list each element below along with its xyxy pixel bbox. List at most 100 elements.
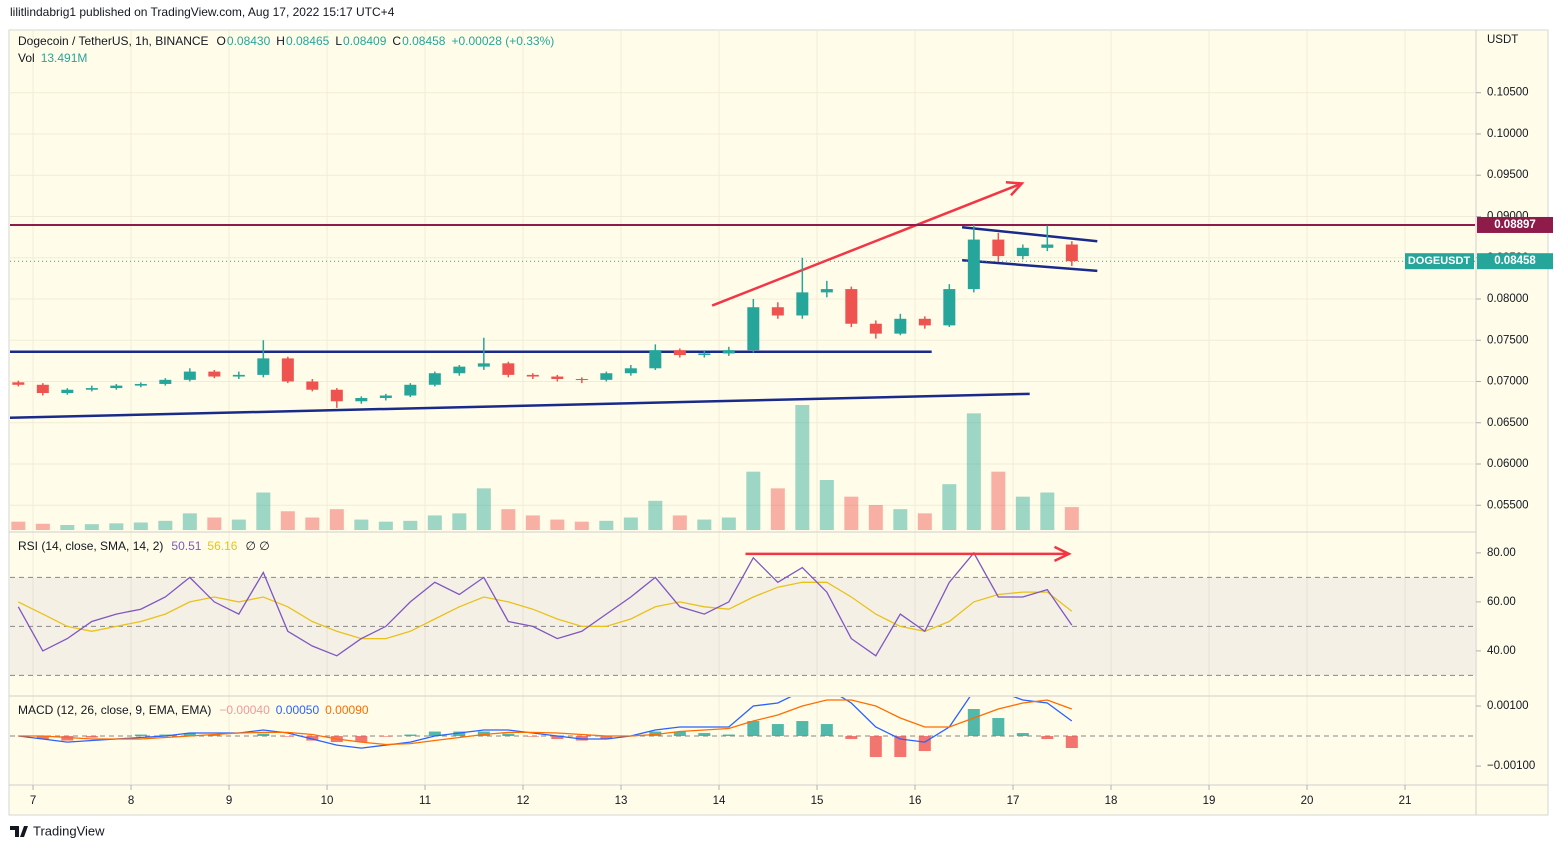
histogram-bar [649, 731, 662, 737]
volume-bar [427, 515, 442, 530]
y-tick-label: 40.00 [1487, 645, 1516, 657]
last-price-box [1477, 253, 1553, 270]
histogram-bar [61, 736, 74, 741]
volume-bar [574, 521, 589, 530]
volume-bar [35, 523, 50, 530]
histogram-bar [85, 736, 98, 738]
candle-body [992, 239, 1005, 257]
candle-body [967, 239, 980, 290]
rsi-sma-value: 56.16 [207, 539, 237, 553]
volume-bar [231, 519, 246, 530]
histogram-bar [771, 724, 784, 737]
candle-body [575, 379, 588, 381]
histogram-bar [894, 736, 907, 758]
candle-body [820, 289, 833, 293]
trend-line [10, 392, 1030, 420]
volume-bar [60, 525, 75, 530]
histogram-bar [918, 736, 931, 752]
x-tick-label: 18 [1105, 795, 1118, 807]
volume-bar [158, 520, 173, 530]
rsi-value: 50.51 [171, 539, 201, 553]
ohlc-value: 0.08409 [343, 34, 387, 48]
x-tick-label: 21 [1399, 795, 1412, 807]
candle-body [624, 368, 637, 374]
histogram-bar [992, 718, 1005, 737]
y-tick-label: 80.00 [1487, 547, 1516, 559]
volume-bar [11, 521, 26, 530]
histogram-bar [306, 736, 319, 741]
candle-body [845, 289, 858, 324]
candle-body [771, 307, 784, 316]
histogram-bar [575, 736, 588, 741]
histogram-bar [967, 709, 980, 737]
volume-bar [770, 488, 785, 530]
volume-bar [1040, 492, 1055, 530]
candle-body [355, 397, 368, 402]
ohlc-value: 0.08458 [402, 34, 446, 48]
volume-bar [623, 517, 638, 530]
y-tick-label: 0.09500 [1487, 169, 1529, 181]
histogram-bar [845, 736, 858, 740]
rsi-extra: ∅ ∅ [245, 539, 269, 553]
histogram-bar [257, 733, 270, 737]
histogram-bar [673, 731, 686, 737]
volume-bar [329, 509, 344, 530]
volume-bar [942, 484, 957, 530]
trend-line [961, 258, 1098, 273]
candle-body [134, 383, 147, 386]
x-tick-label: 13 [615, 795, 628, 807]
ohlc-value: 0.08430 [227, 34, 271, 48]
histogram-bar [159, 734, 172, 737]
macd-line [18, 699, 1073, 746]
volume-bar [672, 515, 687, 530]
histogram-bar [477, 731, 490, 737]
arrow-head [1005, 181, 1025, 197]
candle-body [796, 292, 809, 316]
volume-bar [207, 517, 222, 530]
volume-bar [795, 405, 810, 530]
candle-body [281, 358, 294, 382]
footer-brand: TradingView [33, 823, 105, 838]
publisher-line: lilitlindabrig1 published on TradingView… [10, 5, 395, 19]
histogram-bar [281, 736, 294, 737]
histogram-bar [36, 736, 49, 740]
rsi-pane [10, 545, 1475, 676]
candle-body [722, 350, 735, 354]
histogram-bar [796, 721, 809, 737]
histogram-bar [698, 733, 711, 737]
histogram-bar [379, 736, 392, 737]
volume-bar [991, 471, 1006, 530]
x-tick-label: 9 [226, 795, 232, 807]
volume-bar [501, 509, 516, 530]
candle-body [379, 395, 392, 398]
volume-bar [354, 519, 369, 530]
volume-bar [182, 513, 197, 530]
candle-body [526, 374, 539, 377]
rsi-line [18, 581, 1073, 640]
histogram-bar [355, 736, 368, 743]
y-tick-label: 0.06500 [1487, 417, 1529, 429]
candle-body [673, 350, 686, 356]
candle-body [85, 388, 98, 390]
trend-line [961, 225, 1098, 243]
y-tick-label: 60.00 [1487, 596, 1516, 608]
x-tick-label: 8 [128, 795, 134, 807]
ohlc-value: 0.08465 [286, 34, 330, 48]
x-tick-label: 12 [517, 795, 530, 807]
volume-bar [868, 505, 883, 530]
x-tick-label: 20 [1301, 795, 1314, 807]
volume-bar [133, 522, 148, 530]
candle-body [428, 373, 441, 385]
candle-body [1041, 244, 1054, 248]
histogram-bar [1065, 736, 1078, 749]
axes: 0.05500 0.06000 0.06500 0.07000 0.07500 0.080… [30, 87, 1553, 807]
x-tick-label: 19 [1203, 795, 1216, 807]
y-tick-label: 0.10500 [1487, 87, 1529, 99]
candle-body [453, 366, 466, 374]
y-tick-label: 0.07500 [1487, 334, 1529, 346]
volume-bar [280, 511, 295, 530]
macd-value: 0.00090 [325, 703, 369, 717]
histogram-bar [428, 731, 441, 737]
